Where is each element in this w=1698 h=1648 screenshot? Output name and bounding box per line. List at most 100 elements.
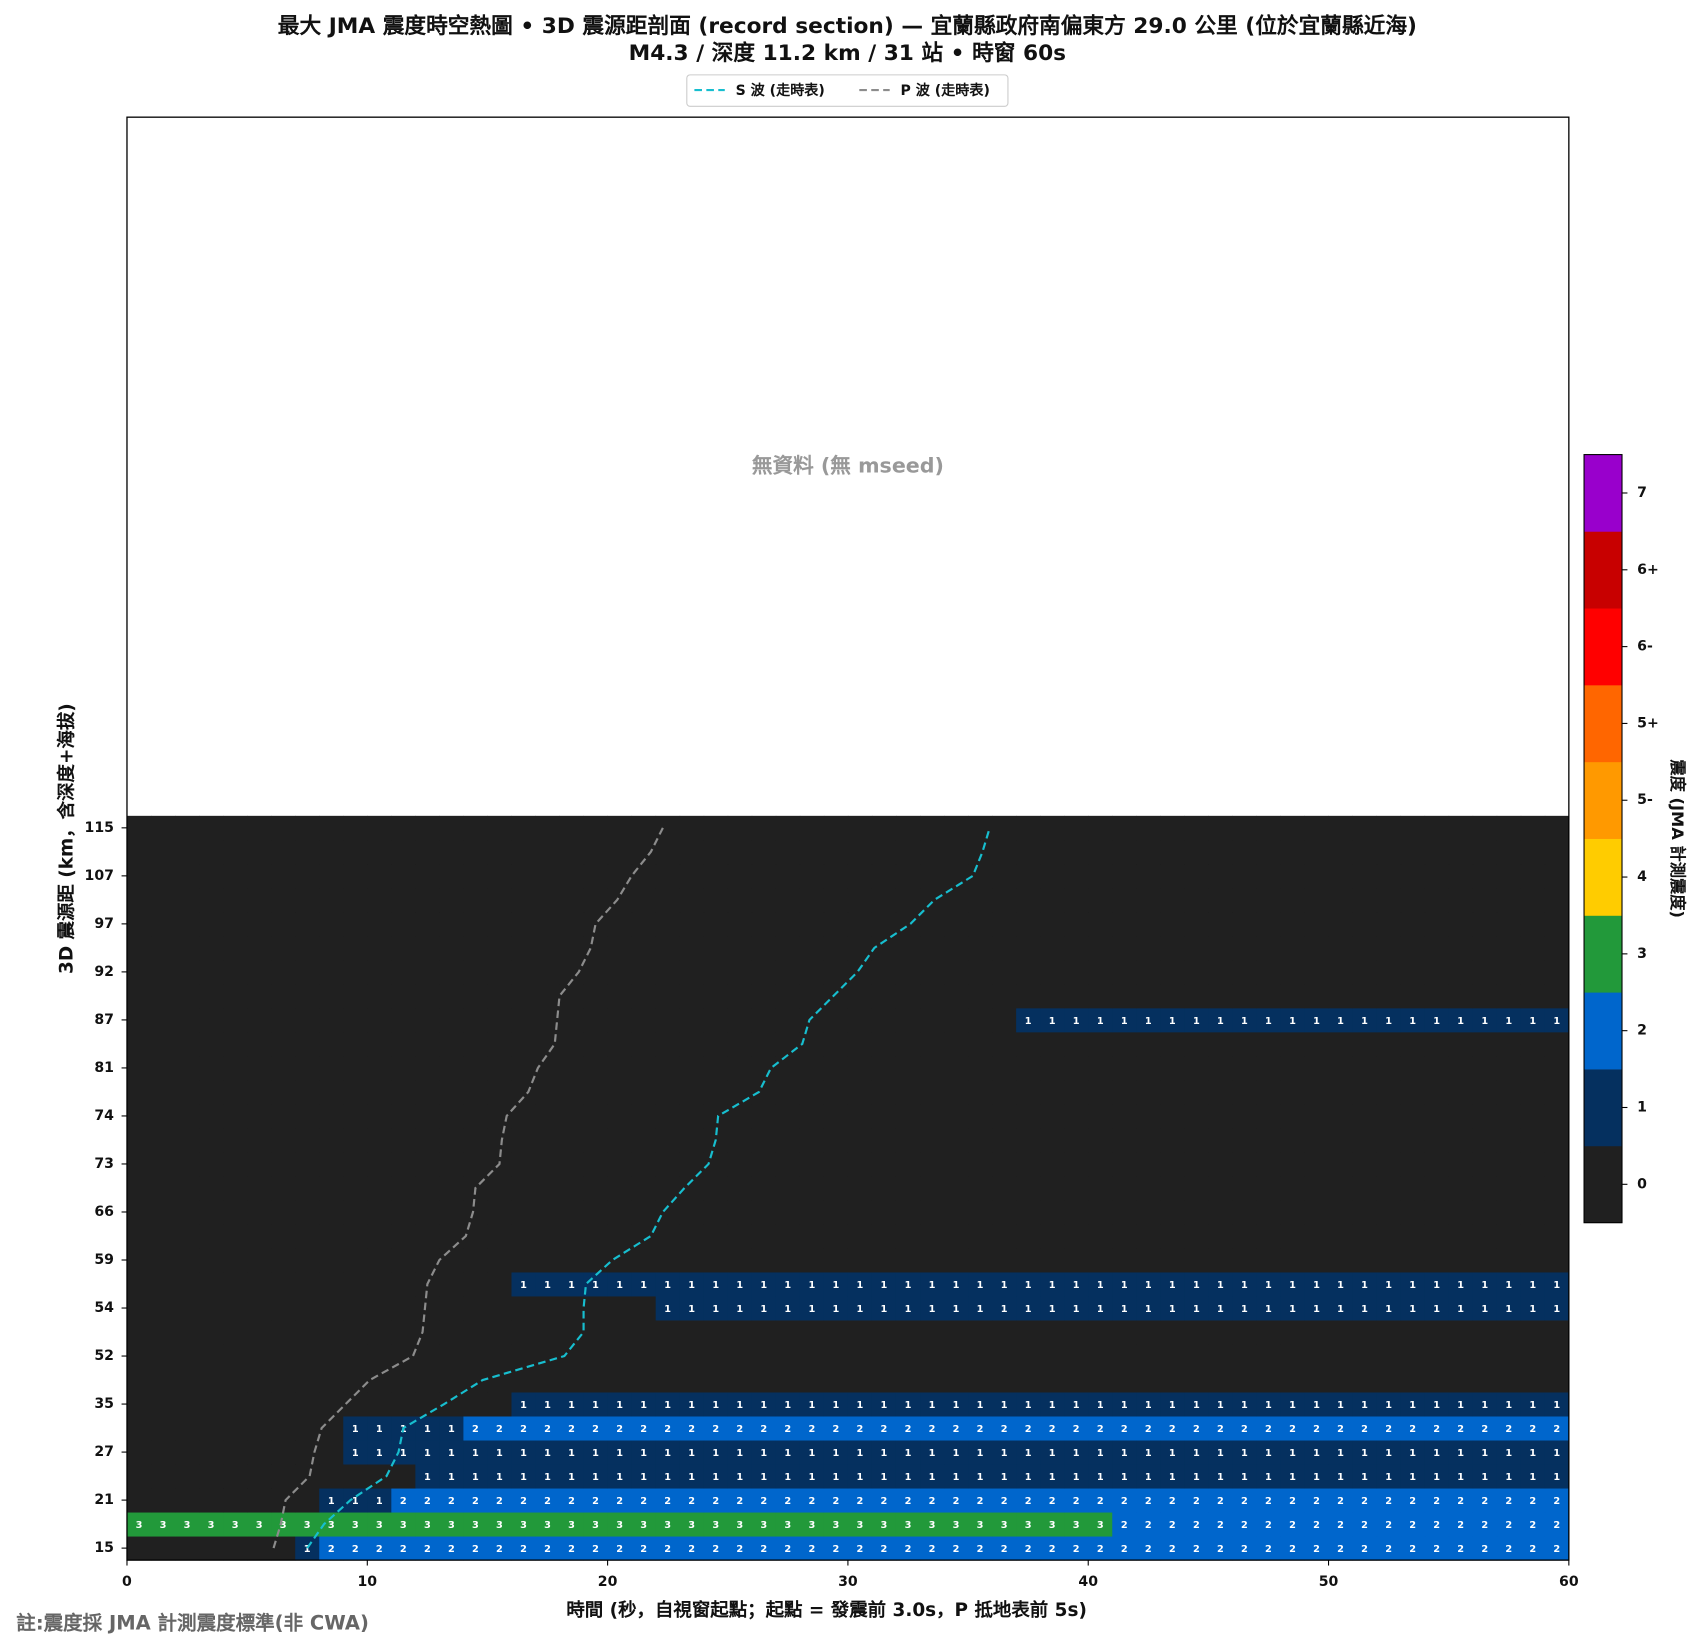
heat-cell <box>871 1199 897 1225</box>
heat-cell <box>343 935 368 961</box>
cell-label: 1 <box>664 1400 671 1411</box>
heat-cell <box>871 935 897 961</box>
heat-cell <box>655 911 681 937</box>
heat-cell <box>1088 911 1113 937</box>
heat-cell <box>367 983 392 1009</box>
heat-cell <box>223 1512 248 1537</box>
heat-cell <box>343 1512 368 1537</box>
heat-cell <box>1544 863 1570 889</box>
heat-cell <box>799 887 825 913</box>
heat-cell <box>367 1416 392 1441</box>
cell-label: 1 <box>1001 1400 1008 1411</box>
heat-cell <box>1352 1320 1378 1345</box>
heat-cell <box>391 1536 416 1561</box>
heat-cell <box>295 863 320 889</box>
heat-cell <box>1328 1512 1354 1537</box>
cell-label: 1 <box>1481 1400 1488 1411</box>
heat-cell <box>992 911 1017 937</box>
cell-label: 2 <box>833 1496 840 1507</box>
heat-cell <box>631 1392 657 1417</box>
cell-label: 3 <box>232 1520 239 1531</box>
heat-cell <box>223 983 248 1009</box>
heat-cell <box>1232 839 1257 865</box>
heat-cell <box>367 1536 392 1561</box>
heat-cell <box>1352 1536 1378 1561</box>
heat-cell <box>1208 887 1233 913</box>
heat-cell <box>823 1536 849 1561</box>
cell-label: 2 <box>664 1496 671 1507</box>
heat-cell <box>367 1151 392 1177</box>
heat-cell <box>799 1175 825 1201</box>
colorbar-swatch <box>1584 454 1623 532</box>
x-tick-label: 10 <box>357 1574 377 1590</box>
heat-cell <box>1328 1103 1354 1129</box>
heat-cell <box>319 1103 344 1129</box>
cell-label: 2 <box>1433 1520 1440 1531</box>
heat-cell <box>751 1103 777 1129</box>
heat-cell <box>847 1223 873 1249</box>
cell-label: 1 <box>424 1448 431 1459</box>
heat-cell <box>1112 863 1137 889</box>
heat-cell <box>1328 1272 1354 1297</box>
cell-label: 2 <box>1505 1544 1512 1555</box>
heat-cell <box>1136 1151 1161 1177</box>
heat-cell <box>751 863 777 889</box>
heat-cell <box>1544 1392 1570 1417</box>
heat-cell <box>1424 1344 1450 1369</box>
heat-cell <box>1088 1464 1113 1489</box>
legend-box <box>686 74 1009 107</box>
heat-cell <box>559 1055 585 1081</box>
cell-label: 2 <box>1193 1544 1200 1555</box>
heat-cell <box>126 863 152 889</box>
heat-cell <box>511 1464 536 1489</box>
heat-cell <box>367 1272 392 1297</box>
heat-cell <box>1184 983 1209 1009</box>
cell-label: 1 <box>1505 1280 1512 1291</box>
heat-cell <box>1328 911 1354 937</box>
heat-cell <box>391 959 416 985</box>
cell-label: 1 <box>1553 1400 1560 1411</box>
heat-cell <box>655 1151 681 1177</box>
heat-cell <box>1256 839 1281 865</box>
cell-label: 2 <box>1217 1544 1224 1555</box>
heat-cell <box>871 1440 897 1465</box>
heat-cell <box>655 1344 681 1369</box>
heat-cell <box>271 1536 296 1561</box>
heat-cell <box>319 1320 344 1345</box>
heat-cell <box>271 839 296 865</box>
heat-cell <box>847 887 873 913</box>
cell-label: 2 <box>1337 1520 1344 1531</box>
heat-cell <box>247 959 272 985</box>
heat-cell <box>895 1103 921 1129</box>
heat-cell <box>367 1199 392 1225</box>
heat-cell <box>1088 1512 1113 1537</box>
heat-cell <box>1160 935 1185 961</box>
heat-cell <box>1064 935 1089 961</box>
heat-cell <box>727 935 753 961</box>
heat-cell <box>944 959 969 985</box>
heat-cell <box>1280 1512 1305 1537</box>
cell-label: 1 <box>1217 1400 1224 1411</box>
heat-cell <box>199 887 224 913</box>
y-tick-label: 59 <box>94 1252 114 1268</box>
heat-cell <box>1256 887 1281 913</box>
heat-cell <box>871 1175 897 1201</box>
heat-cell <box>1472 1368 1498 1393</box>
heat-cell <box>1256 1512 1281 1537</box>
cell-label: 1 <box>784 1400 791 1411</box>
heat-cell <box>1136 1536 1161 1561</box>
cell-label: 1 <box>760 1280 767 1291</box>
heat-cell <box>439 1175 464 1201</box>
heat-cell <box>271 1031 296 1057</box>
colorbar-tick-label: 1 <box>1637 1099 1647 1115</box>
cell-label: 2 <box>784 1544 791 1555</box>
heat-cell <box>487 911 512 937</box>
heat-cell <box>535 1055 560 1081</box>
heat-cell <box>199 1199 224 1225</box>
heat-cell <box>679 1007 705 1033</box>
heat-cell <box>535 983 560 1009</box>
cell-label: 2 <box>1553 1496 1560 1507</box>
heat-cell <box>631 1199 657 1225</box>
heat-cell <box>439 959 464 985</box>
heat-cell <box>655 959 681 985</box>
